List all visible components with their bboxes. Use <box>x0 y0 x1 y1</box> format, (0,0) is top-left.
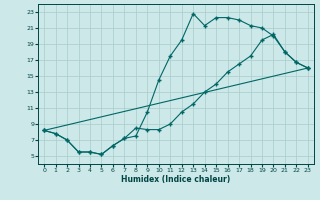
X-axis label: Humidex (Indice chaleur): Humidex (Indice chaleur) <box>121 175 231 184</box>
